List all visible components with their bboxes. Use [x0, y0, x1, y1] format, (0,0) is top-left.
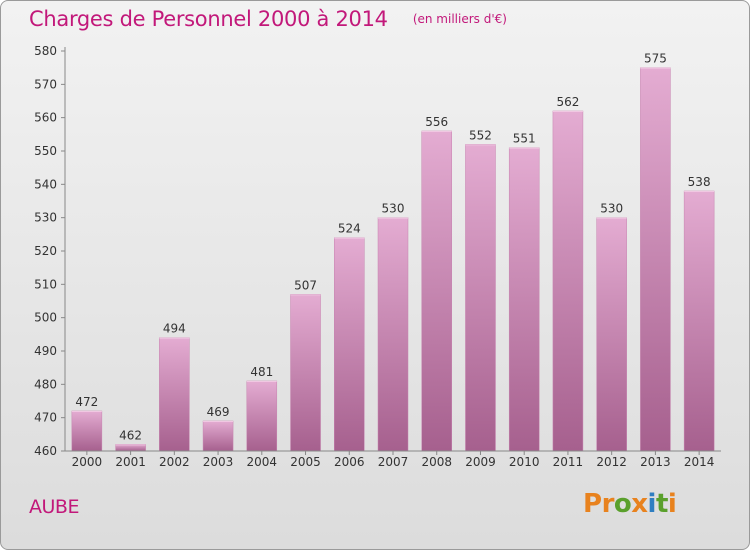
x-tick-label-2010: 2010: [509, 455, 540, 469]
y-tick-label: 470: [34, 411, 57, 425]
bar-2005: [290, 294, 321, 452]
bars: [71, 67, 715, 452]
value-label-2005: 507: [294, 278, 317, 292]
y-tick-label: 520: [34, 244, 57, 258]
value-labels: 472 462 494 469 481 507 524 530 556 552 551 562 530 5…: [75, 52, 710, 443]
value-label-2013: 575: [644, 52, 667, 66]
x-tick-label-2002: 2002: [159, 455, 190, 469]
value-label-2004: 481: [250, 365, 273, 379]
x-tick-label-2003: 2003: [203, 455, 234, 469]
bar-2010: [508, 147, 540, 452]
x-tick-label-2001: 2001: [115, 455, 146, 469]
bar-2009: [465, 144, 496, 452]
x-tick-label-2009: 2009: [465, 455, 496, 469]
value-label-2011: 562: [556, 95, 579, 109]
bar-2013: [640, 67, 671, 452]
x-tick-label-2007: 2007: [378, 455, 409, 469]
bar-2002: [159, 337, 190, 452]
bar-2006: [334, 237, 365, 452]
value-label-2002: 494: [163, 322, 186, 336]
bar-2003: [202, 420, 234, 452]
title-row: Charges de Personnel 2000 à 2014 (en mil…: [29, 7, 507, 31]
y-tick-label: 550: [34, 144, 57, 158]
y-tick-label: 500: [34, 311, 57, 325]
value-label-2012: 530: [600, 202, 623, 216]
bar-2012: [596, 217, 627, 452]
value-label-2008: 556: [425, 115, 448, 129]
brand-letter: i: [667, 489, 677, 519]
value-label-2014: 538: [688, 175, 711, 189]
x-tick-label-2005: 2005: [290, 455, 321, 469]
y-tick-label: 540: [34, 177, 57, 191]
x-tick-label-2006: 2006: [334, 455, 365, 469]
y-tick-label: 580: [34, 44, 57, 58]
x-tick-label-2011: 2011: [553, 455, 584, 469]
x-tick-label-2013: 2013: [640, 455, 671, 469]
brand-letter: x: [631, 489, 648, 519]
bar-2004: [246, 380, 278, 452]
x-tick-label-2012: 2012: [596, 455, 627, 469]
chart-title: Charges de Personnel 2000 à 2014: [29, 7, 388, 31]
brand-logo: Proxiti: [583, 489, 677, 519]
bar-2011: [552, 110, 584, 452]
x-tick-label-2000: 2000: [72, 455, 103, 469]
y-tick-label: 490: [34, 344, 57, 358]
y-tick-label: 570: [34, 77, 57, 91]
brand-letter: i: [647, 489, 657, 519]
x-axis: 2000 2001 2002 2003 2004 2005 2006 2007 2008 2009…: [65, 450, 721, 469]
brand-letter: P: [583, 489, 602, 519]
y-tick-label: 510: [34, 277, 57, 291]
chart-subtitle: (en milliers d'€): [412, 12, 507, 26]
y-tick-label: 560: [34, 111, 57, 125]
y-tick-label: 460: [34, 444, 57, 458]
bar-2007: [377, 217, 409, 452]
x-tick-label-2004: 2004: [247, 455, 278, 469]
value-label-2006: 524: [338, 222, 361, 236]
x-tick-label-2014: 2014: [684, 455, 715, 469]
value-label-2003: 469: [207, 405, 230, 419]
x-tick-label-2008: 2008: [421, 455, 452, 469]
value-label-2010: 551: [513, 132, 536, 146]
brand-letter: t: [655, 489, 668, 519]
y-axis: 460 470 480 490 500 510 520 530 540 550 560 570 580: [34, 44, 66, 458]
y-tick-label: 530: [34, 211, 57, 225]
bar-2000: [71, 410, 103, 452]
brand-letter: r: [601, 489, 615, 519]
bar-2008: [421, 130, 452, 452]
value-label-2009: 552: [469, 128, 492, 142]
value-label-2000: 472: [75, 395, 98, 409]
brand-letter: o: [613, 489, 632, 519]
value-label-2007: 530: [382, 202, 405, 216]
y-tick-label: 480: [34, 377, 57, 391]
bar-2014: [683, 190, 715, 452]
value-label-2001: 462: [119, 428, 142, 442]
region-label: AUBE: [29, 496, 79, 518]
